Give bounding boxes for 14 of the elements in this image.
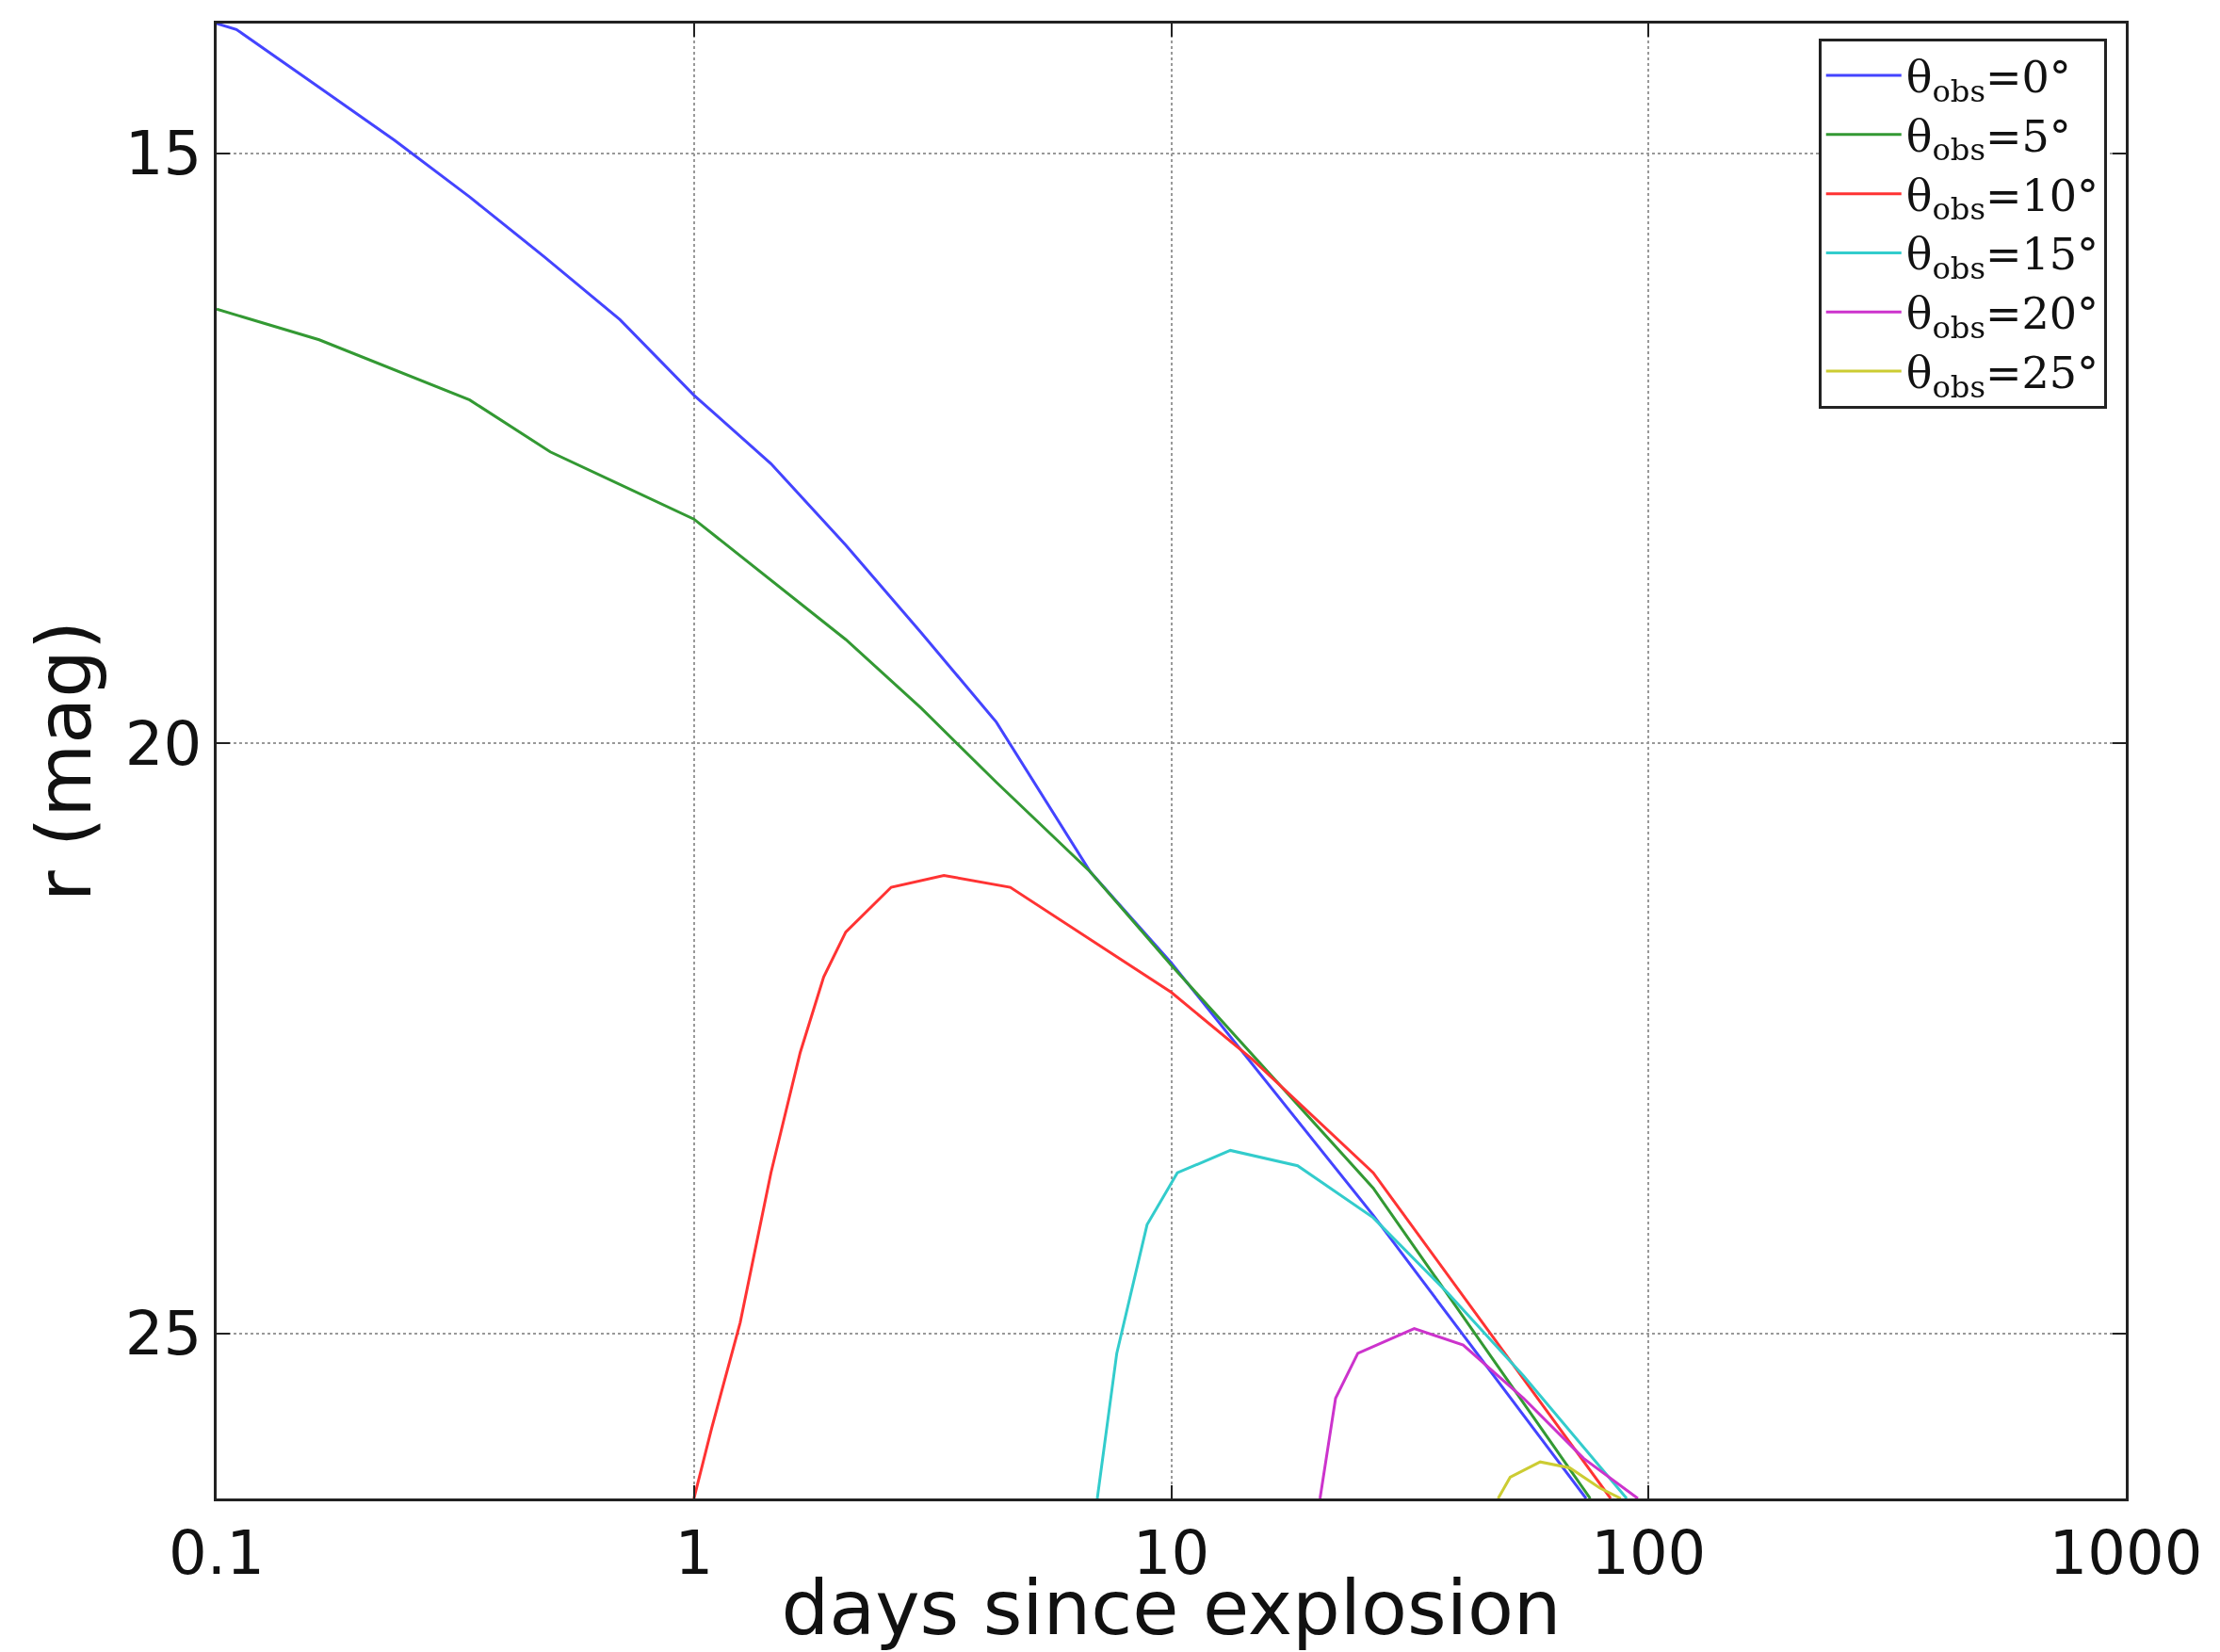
x-tick-label: 1 bbox=[674, 1517, 714, 1588]
y-axis-title: r (mag) bbox=[21, 620, 109, 902]
x-tick-label: 0.1 bbox=[169, 1517, 265, 1588]
y-tick-label: 20 bbox=[124, 708, 203, 779]
legend-label: θ$_{obs}$=25° bbox=[1905, 348, 2099, 405]
y-tick-label: 15 bbox=[124, 119, 203, 189]
legend-label: θ$_{obs}$=5° bbox=[1905, 110, 2071, 169]
x-tick-label: 1000 bbox=[2049, 1517, 2203, 1588]
legend-label: θ$_{obs}$=0° bbox=[1905, 52, 2071, 109]
x-tick-label: 100 bbox=[1591, 1517, 1707, 1588]
y-tick-label: 25 bbox=[124, 1299, 203, 1369]
legend-label: θ$_{obs}$=20° bbox=[1905, 288, 2099, 346]
legend-label: θ$_{obs}$=15° bbox=[1905, 229, 2099, 287]
legend-label: θ$_{obs}$=10° bbox=[1905, 170, 2099, 228]
